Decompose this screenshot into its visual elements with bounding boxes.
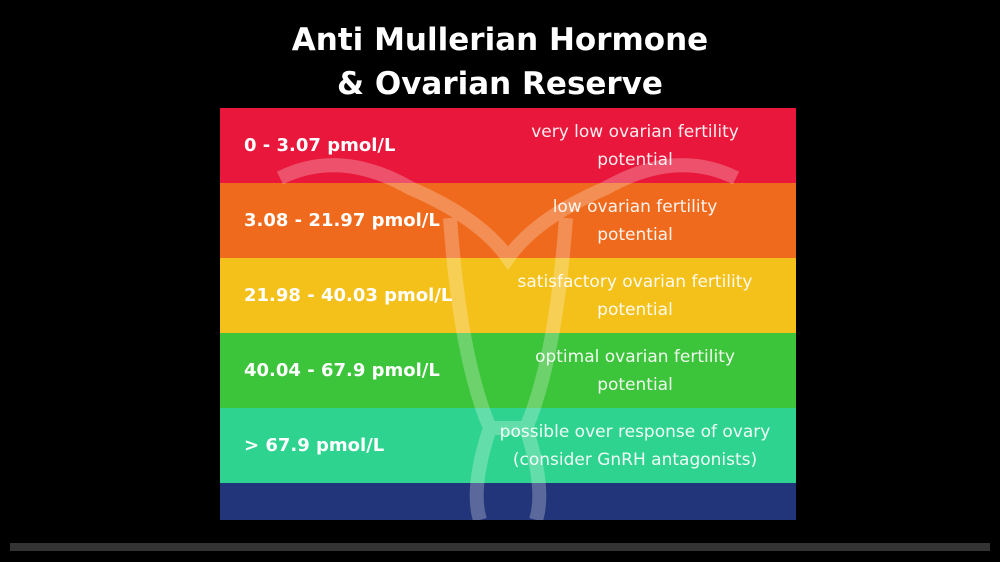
description: satisfactory ovarian fertility potential [470, 258, 800, 333]
range-label: > 67.9 pmol/L [244, 435, 385, 456]
range-row: 40.04 - 67.9 pmol/L optimal ovarian ferti… [220, 333, 796, 408]
ranges-panel: 0 - 3.07 pmol/L very low ovarian fertilit… [220, 108, 796, 520]
description-text: satisfactory ovarian fertility potential [518, 268, 753, 324]
description-line: satisfactory ovarian fertility [517, 271, 753, 292]
description: very low ovarian fertility potential [470, 108, 800, 183]
uterus-icon [276, 158, 740, 520]
description-line: (consider GnRH antagonists) [512, 449, 758, 470]
description-text: very low ovarian fertility potential [531, 118, 739, 174]
description: possible over response of ovary (consider… [470, 408, 800, 483]
description: optimal ovarian fertility potential [470, 333, 800, 408]
description-line: very low ovarian fertility [531, 121, 739, 142]
description-text: low ovarian fertility potential [553, 193, 718, 249]
description-line: potential [597, 299, 673, 320]
description-line: optimal ovarian fertility [535, 346, 735, 367]
range-label: 0 - 3.07 pmol/L [244, 135, 396, 156]
range-row: 21.98 - 40.03 pmol/L satisfactory ovarian… [220, 258, 796, 333]
description: low ovarian fertility potential [470, 183, 800, 258]
description-text: optimal ovarian fertility potential [535, 343, 735, 399]
description-line: potential [597, 224, 673, 245]
range-row: 0 - 3.07 pmol/L very low ovarian fertilit… [220, 108, 796, 183]
range-label: 40.04 - 67.9 pmol/L [244, 360, 440, 381]
description-text: possible over response of ovary (consider… [500, 418, 771, 474]
title-line: & Ovarian Reserve [337, 66, 663, 102]
description-line: potential [597, 374, 673, 395]
range-row: 3.08 - 21.97 pmol/L low ovarian fertility… [220, 183, 796, 258]
range-label: 21.98 - 40.03 pmol/L [244, 285, 453, 306]
description-line: low ovarian fertility [552, 196, 718, 217]
video-bar [10, 543, 990, 551]
range-row: > 67.9 pmol/L possible over response of o… [220, 408, 796, 483]
title-line: Anti Mullerian Hormone [291, 22, 709, 58]
description-line: possible over response of ovary [499, 421, 771, 442]
title: Anti Mullerian Hormone & Ovarian Reserve [0, 18, 1000, 106]
range-label: 3.08 - 21.97 pmol/L [244, 210, 440, 231]
description-line: potential [597, 149, 673, 170]
